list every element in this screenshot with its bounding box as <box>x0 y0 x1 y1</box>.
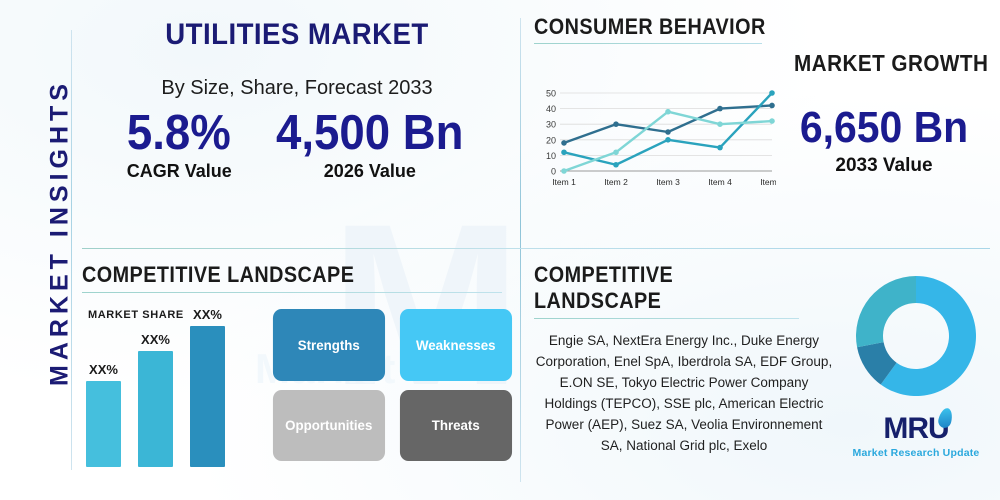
growth-value: 6,650 Bn <box>799 103 969 152</box>
market-share-bar-rect-2 <box>138 351 173 467</box>
page-subtitle: By Size, Share, Forecast 2033 <box>161 77 433 99</box>
market-share-chart: MARKET SHARE XX% XX% XX% <box>82 307 260 467</box>
market-share-bar-value-1: XX% <box>89 362 118 377</box>
company-list: Engie SA, NextEra Energy Inc., Duke Ener… <box>535 333 833 453</box>
stat-2026-label: 2026 Value <box>323 161 416 182</box>
growth-label: 2033 Value <box>835 155 933 177</box>
rail-divider <box>71 30 72 470</box>
line-chart-svg: 0 10 20 30 40 50 Item 1 Item 2 Item 3 Item 4 Item … <box>546 89 784 188</box>
donut-segment-segment-3 <box>856 276 916 348</box>
market-share-bar-2: XX% <box>138 332 173 467</box>
svg-text:Item 5: Item 5 <box>760 177 776 187</box>
panel-competitive-landscape-right: COMPETITIVE LANDSCAPE Engie SA, NextEra … <box>534 262 834 492</box>
market-share-bar-rect-1 <box>86 381 121 467</box>
competitive-landscape-heading-right: COMPETITIVE LANDSCAPE <box>534 262 674 313</box>
svg-text:Item 4: Item 4 <box>708 177 732 187</box>
svg-text:50: 50 <box>546 89 556 99</box>
svg-text:Item 2: Item 2 <box>604 177 628 187</box>
stat-2026: 4,500 Bn 2026 Value <box>269 106 471 182</box>
svg-text:30: 30 <box>546 120 556 130</box>
competitive-landscape-underline-right <box>534 318 799 319</box>
market-share-bars: XX% XX% XX% <box>86 307 260 467</box>
line-chart: 0 10 20 30 40 50 Item 1 Item 2 Item 3 Item 4 Item … <box>534 83 784 203</box>
donut-chart-svg <box>856 276 976 396</box>
stat-cagr-label: CAGR Value <box>126 161 232 182</box>
logo-tagline: Market Research Update <box>852 447 980 459</box>
vertical-divider <box>520 18 521 482</box>
stat-cagr-value: 5.8% <box>127 106 232 160</box>
water-drop-icon <box>936 406 954 430</box>
swot-cell-strengths[interactable]: Strengths <box>272 309 385 381</box>
competitive-landscape-underline-left <box>82 292 502 293</box>
market-share-bar-rect-3 <box>190 326 225 467</box>
competitive-landscape-heading-left: COMPETITIVE LANDSCAPE <box>82 262 355 287</box>
market-share-label: MARKET SHARE <box>88 309 184 321</box>
market-growth-heading: MARKET GROWTH <box>793 50 989 76</box>
donut-segment-segment-2 <box>857 342 897 385</box>
donut-chart <box>852 272 980 400</box>
competitive-landscape-body-left: MARKET SHARE XX% XX% XX% Strengths Weakness… <box>82 307 514 467</box>
svg-text:10: 10 <box>546 151 556 161</box>
market-share-bar-1: XX% <box>86 362 121 467</box>
donut-and-logo: MRU Market Research Update <box>836 272 996 494</box>
svg-text:20: 20 <box>546 135 556 145</box>
svg-text:Item 1: Item 1 <box>552 177 576 187</box>
growth-stat: 6,650 Bn 2033 Value <box>776 83 992 177</box>
consumer-behavior-heading: CONSUMER BEHAVIOR <box>534 14 766 39</box>
consumer-behavior-underline <box>534 43 762 44</box>
stat-cagr: 5.8% CAGR Value <box>123 106 235 182</box>
panel-market-overview: UTILITIES MARKET By Size, Share, Forecas… <box>82 8 512 243</box>
market-share-bar-value-3: XX% <box>193 307 222 322</box>
svg-text:40: 40 <box>546 104 556 114</box>
left-rail: MARKET INSIGHTS <box>0 0 74 500</box>
brand-logo: MRU Market Research Update <box>836 406 996 459</box>
logo-mark: MRU <box>883 406 954 444</box>
svg-text:Item 3: Item 3 <box>656 177 680 187</box>
swot-cell-threats[interactable]: Threats <box>399 389 512 461</box>
stat-group: 5.8% CAGR Value 4,500 Bn 2026 Value <box>82 106 512 182</box>
market-share-bar-value-2: XX% <box>141 332 170 347</box>
donut-segment-segment-1 <box>880 276 976 396</box>
swot-grid: Strengths Weaknesses Opportunities Threats <box>270 309 514 461</box>
market-share-bar-3: XX% <box>190 307 225 467</box>
svg-text:0: 0 <box>551 167 556 177</box>
page-title: UTILITIES MARKET <box>165 18 429 51</box>
stat-2026-value: 4,500 Bn <box>276 106 464 160</box>
swot-cell-opportunities[interactable]: Opportunities <box>272 389 385 461</box>
panel-competitive-landscape-left: COMPETITIVE LANDSCAPE MARKET SHARE XX% XX… <box>82 262 514 492</box>
swot-cell-weaknesses[interactable]: Weaknesses <box>399 309 512 381</box>
horizontal-divider <box>82 248 990 249</box>
panel-consumer-behavior: CONSUMER BEHAVIOR MARKET GROWTH 0 10 20 30 4… <box>534 14 992 242</box>
consumer-behavior-body: 0 10 20 30 40 50 Item 1 Item 2 Item 3 Item 4 Item … <box>534 83 992 203</box>
